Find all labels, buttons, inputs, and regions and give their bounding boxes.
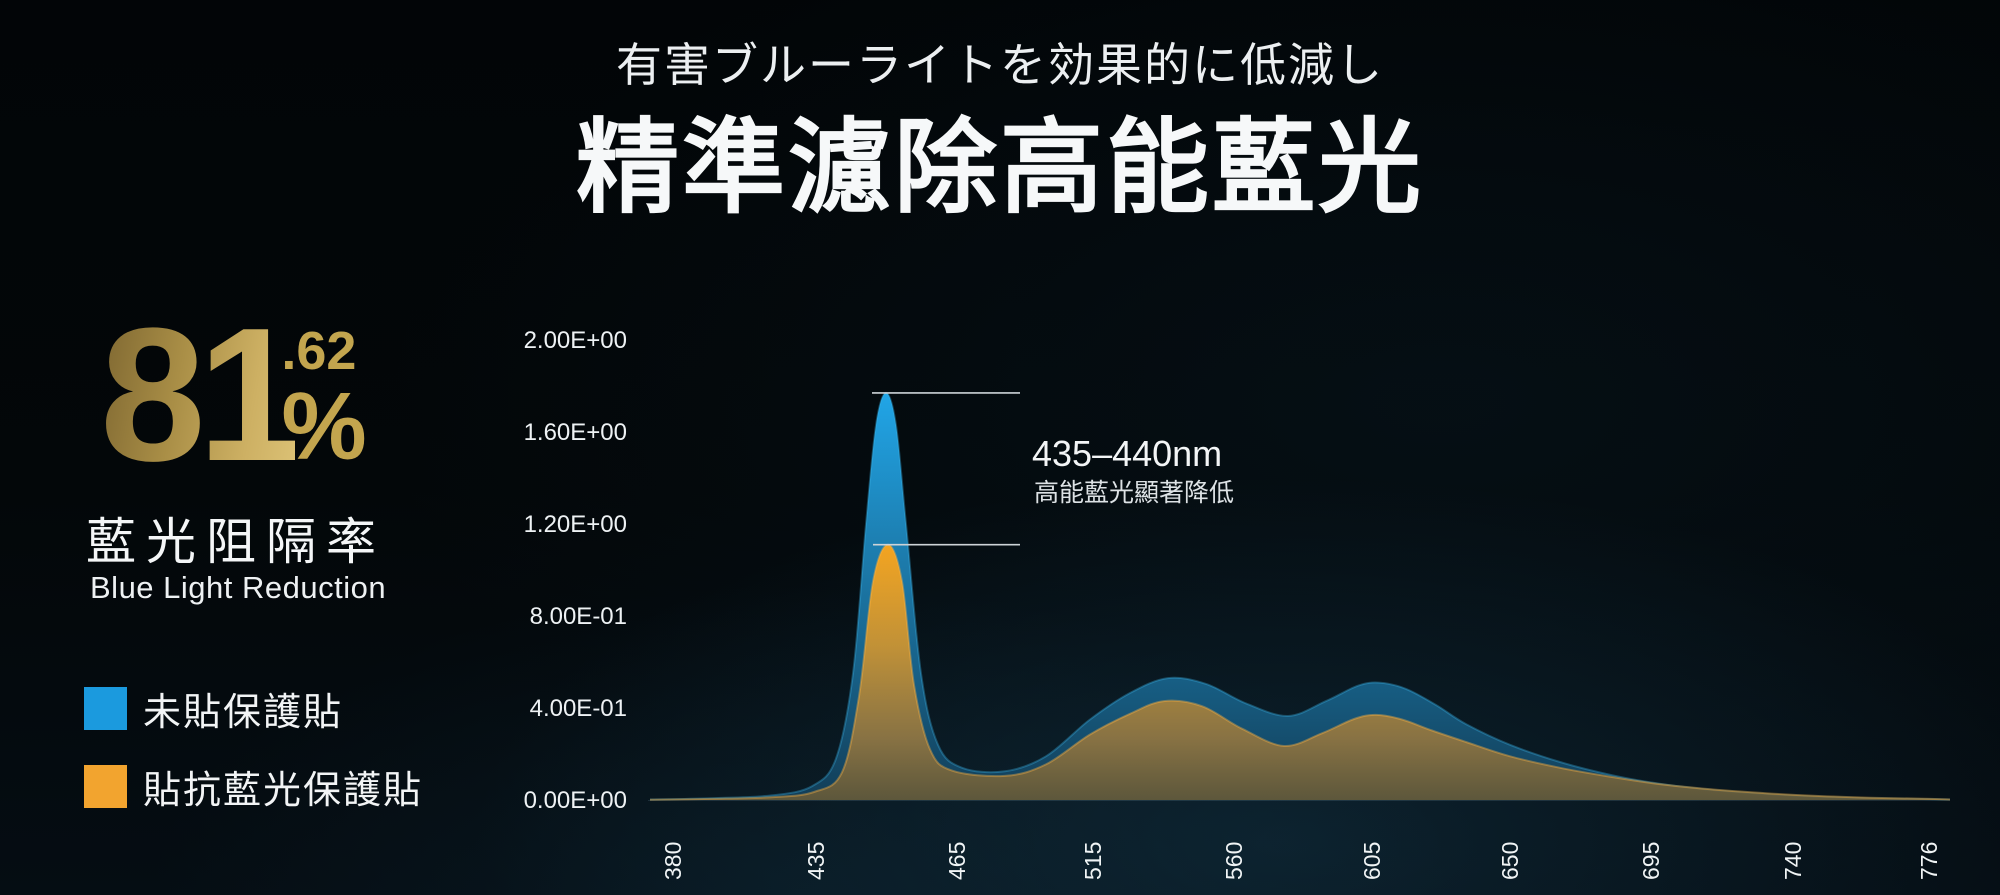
legend-item-unprotected: 未貼保護貼 bbox=[84, 681, 343, 736]
y-axis-tick-label: 2.00E+00 bbox=[524, 327, 627, 354]
x-axis-tick-labels: 380 435 465 515 560 605 650 695 740 776 bbox=[660, 842, 1942, 880]
series-area-unprotected bbox=[650, 392, 1950, 800]
stat-label-english: Blue Light Reduction bbox=[90, 570, 387, 605]
stat-label-chinese: 藍光阻隔率 bbox=[86, 514, 386, 570]
x-axis-tick-label: 380 bbox=[660, 842, 686, 880]
series-edge-unprotected bbox=[649, 391, 1951, 801]
x-axis-tick-label: 740 bbox=[1780, 842, 1806, 880]
header: 有害ブルーライトを効果的に低減し 精準濾除高能藍光 bbox=[0, 40, 2000, 227]
legend-label-unprotected: 未貼保護貼 bbox=[143, 692, 344, 734]
x-axis-tick-label: 515 bbox=[1080, 842, 1106, 880]
y-axis-tick-label: 1.60E+00 bbox=[524, 419, 627, 446]
x-axis-tick-label: 465 bbox=[944, 842, 970, 880]
legend-swatch-orange bbox=[84, 765, 127, 808]
x-axis-tick-label: 560 bbox=[1221, 842, 1247, 880]
x-axis-tick-label: 650 bbox=[1497, 842, 1523, 880]
annotation-wavelength: 435–440nm bbox=[1032, 433, 1222, 474]
stat-percentage: 81 .62 % bbox=[100, 300, 367, 490]
legend-swatch-blue bbox=[84, 687, 127, 730]
x-axis-tick-label: 435 bbox=[803, 842, 829, 880]
stat-integer: 81 bbox=[100, 289, 303, 501]
x-axis-tick-label: 776 bbox=[1916, 842, 1942, 880]
series-area-protected bbox=[650, 544, 1950, 800]
x-axis-tick-label: 695 bbox=[1638, 842, 1664, 880]
y-axis-tick-labels: 2.00E+00 1.60E+00 1.20E+00 8.00E-01 4.00E-01… bbox=[524, 327, 627, 814]
y-axis-tick-label: 0.00E+00 bbox=[524, 787, 627, 814]
y-axis-tick-label: 1.20E+00 bbox=[524, 511, 627, 538]
legend-item-protected: 貼抗藍光保護貼 bbox=[84, 759, 423, 814]
annotation-description: 高能藍光顯著降低 bbox=[1034, 479, 1234, 507]
series-edge-protected bbox=[649, 543, 1951, 801]
subtitle-japanese: 有害ブルーライトを効果的に低減し bbox=[616, 39, 1384, 91]
percent-sign: % bbox=[281, 373, 367, 480]
main-title: 精準濾除高能藍光 bbox=[576, 109, 1424, 225]
legend-label-protected: 貼抗藍光保護貼 bbox=[143, 770, 424, 812]
stat-decimal: .62 bbox=[281, 321, 357, 381]
x-axis-tick-label: 605 bbox=[1359, 842, 1385, 880]
y-axis-tick-label: 8.00E-01 bbox=[530, 603, 627, 630]
y-axis-tick-label: 4.00E-01 bbox=[530, 695, 627, 722]
stat-fraction-column: .62 % bbox=[281, 300, 367, 480]
